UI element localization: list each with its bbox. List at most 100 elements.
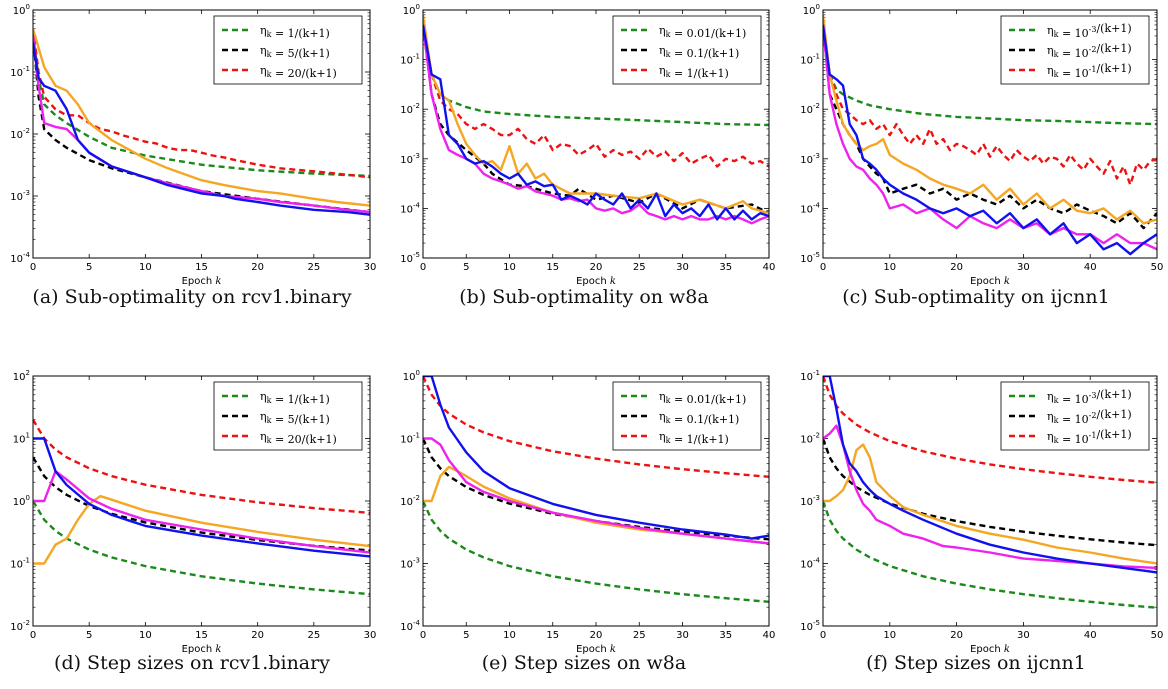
- legend-label: ηk = 0.1/(k+1): [659, 44, 739, 60]
- x-tick-label: 30: [676, 262, 689, 273]
- x-tick-label: 20: [950, 262, 963, 273]
- y-tick-label: 10-3: [400, 557, 420, 571]
- y-tick-label: 10-2: [400, 494, 420, 508]
- caption-d: (d) Step sizes on rcv1.binary: [54, 652, 330, 674]
- plot-frame: [822, 375, 1158, 627]
- x-tick-label: 5: [463, 262, 469, 273]
- legend-label: ηk = 5/(k+1): [260, 410, 330, 426]
- y-tick-label: 10-1: [800, 369, 820, 383]
- series-line-0: [823, 500, 1157, 609]
- series-line-5: [33, 42, 370, 216]
- caption-f: (f) Step sizes on ijcnn1: [866, 652, 1086, 674]
- y-tick-label: 10-5: [400, 251, 420, 265]
- series-line-5: [423, 24, 769, 221]
- x-axis-label: Epoch k: [576, 644, 616, 655]
- x-tick-label: 0: [30, 262, 36, 273]
- x-tick-label: 40: [763, 262, 776, 273]
- y-tick-label: 10-2: [800, 432, 820, 446]
- y-tick-label: 10-2: [10, 619, 30, 633]
- legend-box: [1000, 381, 1150, 451]
- series-group: [823, 376, 1157, 609]
- series-line-5: [423, 376, 769, 540]
- y-tick-label: 10-4: [800, 201, 820, 215]
- y-tick-label: 102: [13, 369, 30, 383]
- series-line-3: [423, 465, 769, 545]
- legend-box: [213, 15, 363, 85]
- legend-label: ηk = 1/(k+1): [659, 64, 729, 80]
- legend-label: ηk = 0.01/(k+1): [659, 24, 746, 40]
- series-group: [823, 14, 1157, 256]
- y-tick-label: 100: [13, 494, 30, 508]
- plot-frame: [822, 9, 1158, 259]
- chart-panel-3: 0 5 10 15 20 25 30 10-2 10-1 100 101 102 Epoch k ηk =…: [10, 369, 376, 655]
- series-group: [423, 376, 769, 603]
- series-line-5: [823, 376, 1157, 574]
- x-tick-label: 0: [820, 262, 826, 273]
- y-tick-label: 10-4: [800, 557, 820, 571]
- y-tick-label: 101: [13, 432, 30, 446]
- y-tick-label: 10-1: [10, 65, 30, 79]
- plot-frame: [32, 9, 371, 259]
- series-line-1: [423, 438, 769, 541]
- legend-label: ηk = 0.01/(k+1): [659, 390, 746, 406]
- x-tick-label: 30: [1017, 262, 1030, 273]
- x-tick-label: 35: [719, 630, 732, 641]
- x-tick-label: 25: [633, 630, 646, 641]
- x-tick-label: 35: [719, 262, 732, 273]
- x-tick-label: 10: [883, 630, 896, 641]
- series-line-2: [823, 24, 1157, 186]
- series-line-2: [423, 24, 769, 168]
- y-tick-label: 10-2: [800, 102, 820, 116]
- caption-c: (c) Sub-optimality on ijcnn1: [842, 286, 1110, 308]
- y-tick-label: 100: [13, 3, 30, 17]
- y-tick-label: 10-4: [10, 251, 30, 265]
- caption-b: (b) Sub-optimality on w8a: [459, 286, 709, 308]
- x-axis-label: Epoch k: [576, 276, 616, 287]
- series-line-0: [423, 500, 769, 603]
- x-tick-label: 40: [1084, 630, 1097, 641]
- x-tick-label: 10: [503, 262, 516, 273]
- chart-panel-2: 0 10 20 30 40 50 10-5 10-4 10-3 10-2 10-1 100 Epoch …: [800, 3, 1163, 287]
- x-tick-label: 25: [307, 630, 320, 641]
- x-tick-label: 0: [820, 630, 826, 641]
- x-axis-label: Epoch k: [182, 276, 222, 287]
- x-tick-label: 40: [763, 630, 776, 641]
- x-tick-label: 30: [364, 262, 377, 273]
- x-tick-label: 30: [364, 630, 377, 641]
- series-line-2: [33, 419, 370, 515]
- x-tick-label: 10: [503, 630, 516, 641]
- caption-a: (a) Sub-optimality on rcv1.binary: [32, 286, 352, 308]
- legend-label: ηk = 20/(k+1): [260, 64, 337, 80]
- x-tick-label: 25: [307, 262, 320, 273]
- x-tick-label: 30: [1017, 630, 1030, 641]
- x-tick-label: 10: [139, 630, 152, 641]
- y-tick-label: 10-2: [10, 127, 30, 141]
- series-line-3: [33, 494, 370, 565]
- series-line-3: [33, 28, 370, 207]
- y-tick-label: 10-3: [800, 494, 820, 508]
- x-tick-label: 0: [420, 262, 426, 273]
- x-tick-label: 50: [1151, 262, 1164, 273]
- plot-frame: [32, 375, 371, 627]
- x-tick-label: 20: [950, 630, 963, 641]
- y-tick-label: 10-1: [400, 53, 420, 67]
- x-tick-label: 0: [420, 630, 426, 641]
- x-tick-label: 5: [463, 630, 469, 641]
- x-tick-label: 15: [546, 262, 559, 273]
- x-tick-label: 20: [251, 630, 264, 641]
- legend-label: ηk = 0.1/(k+1): [659, 410, 739, 426]
- legend-label: ηk = 1/(k+1): [659, 430, 729, 446]
- x-tick-label: 20: [590, 262, 603, 273]
- legend-box: [1000, 15, 1150, 85]
- y-tick-label: 10-3: [800, 152, 820, 166]
- series-group: [33, 28, 370, 216]
- y-tick-label: 10-3: [400, 152, 420, 166]
- series-line-4: [33, 470, 370, 554]
- x-tick-label: 30: [676, 630, 689, 641]
- y-tick-label: 100: [803, 3, 820, 17]
- y-tick-label: 10-5: [800, 619, 820, 633]
- y-tick-label: 10-3: [10, 189, 30, 203]
- chart-panel-4: 0 5 10 15 20 25 30 35 40 10-4 10-3 10-2 10-1 100 Epoch…: [400, 369, 775, 655]
- series-line-0: [823, 24, 1157, 126]
